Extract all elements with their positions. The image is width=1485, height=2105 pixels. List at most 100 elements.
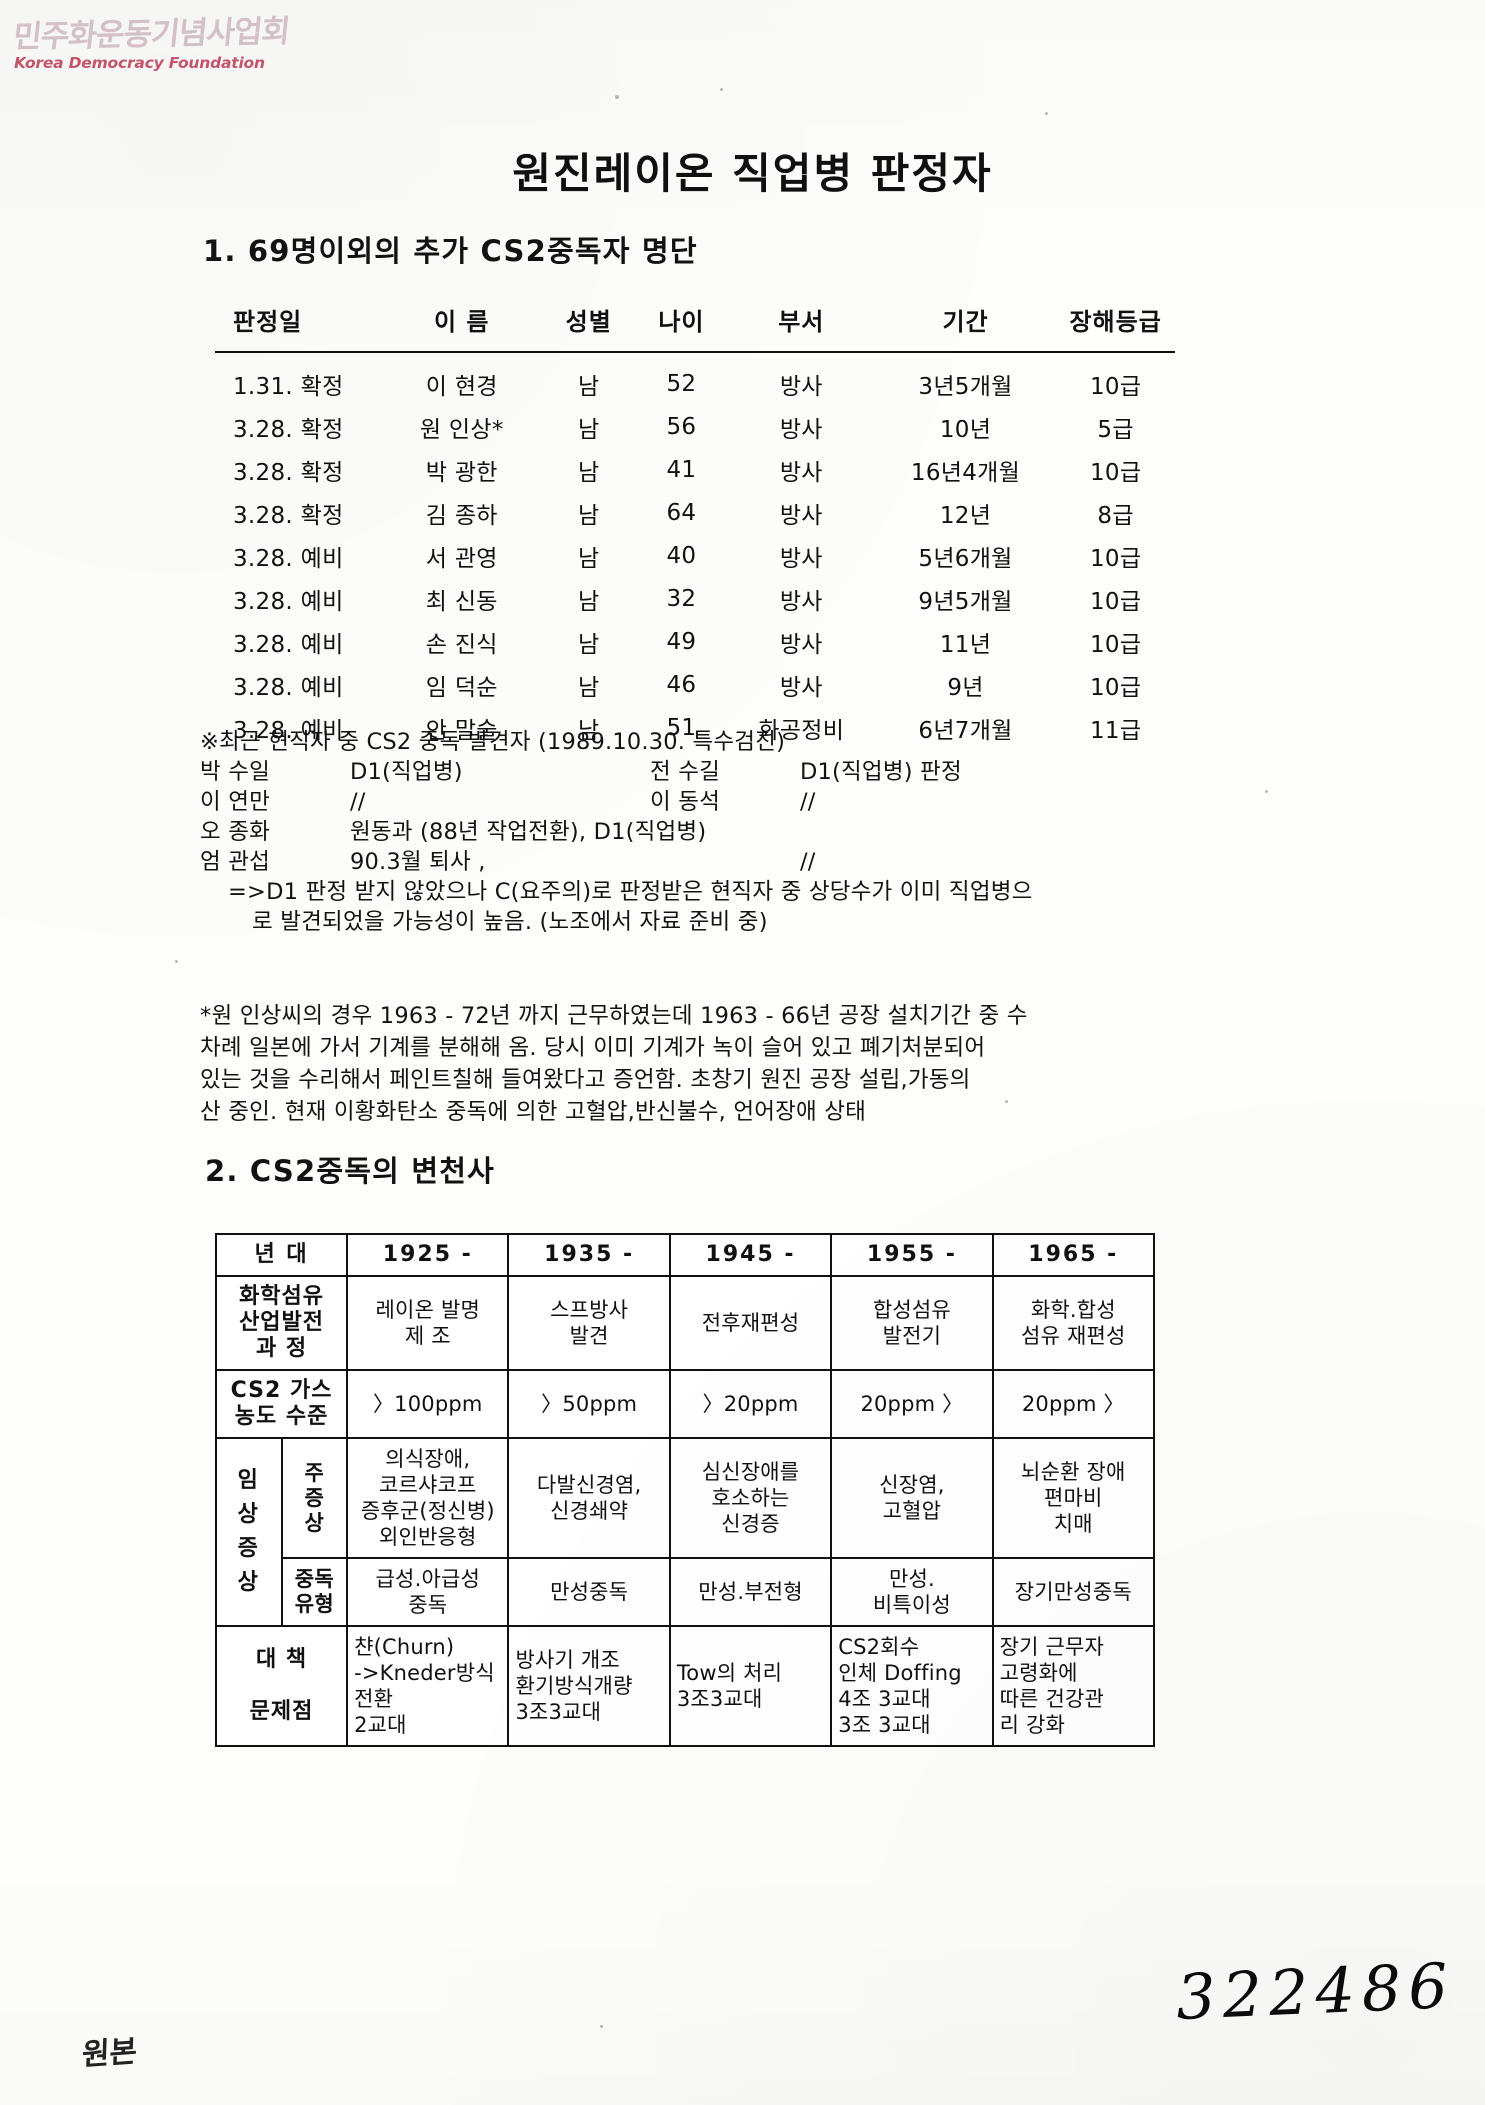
cell-name: 임 덕순: [425, 675, 498, 701]
recent-findings-note: ※최근 현직자 중 CS2 중독 발견자 (1989.10.30. 특수검진) …: [200, 727, 1360, 937]
cell-disability-grade: 10급: [1089, 546, 1142, 572]
cell-decision-date: 3.28. 확정: [233, 417, 344, 443]
note-left-value: D1(직업병): [350, 759, 463, 785]
cell-disability-grade: 10급: [1089, 675, 1142, 701]
table-header-row: 판정일 이 름 성별 나이 부서 기간 장해등급: [215, 300, 1175, 352]
cell-name: 김 종하: [425, 503, 498, 529]
cell-poisoning-type-1: 급성.아급성 중독: [346, 1557, 510, 1627]
header-era-text: 년 대: [254, 1242, 309, 1267]
row-group-label-clinical-symptoms-text: 임 상 증 상: [237, 1468, 260, 1595]
cell-department: 방사: [779, 503, 823, 529]
note-pair-row: 오 종화 원동과 (88년 작업전환), D1(직업병): [200, 817, 1360, 847]
section-2-heading: 2. CS2중독의 변천사: [205, 1154, 495, 1188]
header-decade-2: 1935 -: [507, 1233, 671, 1277]
note-conclusion-line-1: =>D1 판정 받지 않았으나 C(요주의)로 판정받은 현직자 중 상당수가 …: [228, 879, 1033, 905]
note-right-value: //: [800, 849, 816, 875]
cell-age: 41: [666, 457, 697, 483]
cell-disability-grade: 8급: [1097, 503, 1134, 529]
cell-name: 안 말술: [425, 718, 498, 744]
cell-cs2-concentration-5-text: 20ppm 〉: [1021, 1392, 1125, 1416]
history-row-main-symptoms: 임 상 증 상 주 증 상 의식장애, 코르샤코프 증후군(정신병) 외인반응형 다발…: [215, 1437, 1156, 1627]
row-label-industry-development: 화학섬유 산업발전 과 정: [214, 1275, 349, 1371]
cell-decision-date: 3.28. 예비: [233, 632, 344, 658]
cell-name: 최 신동: [425, 589, 498, 615]
cell-cs2-concentration-4: 20ppm 〉: [830, 1369, 994, 1439]
cell-cs2-concentration-1-text: 〉100ppm: [372, 1392, 483, 1416]
cell-name: 손 진식: [425, 632, 498, 658]
history-row-countermeasures: 대 책 문제점 챤(Churn) ->Kneder방식 전환 2교대 방사기 개조 …: [214, 1625, 1156, 1747]
row-label-poisoning-type: 중독 유형: [280, 1557, 349, 1627]
row-label-main-symptoms: 주 증 상: [280, 1437, 349, 1559]
table-row: 3.28. 예비 서 관영 남 40 방사 5년6개월 10급: [215, 535, 1175, 578]
cell-poisoning-type-2: 만성중독: [507, 1557, 671, 1627]
footnote-line-3: 있는 것을 수리해서 페인트칠해 들여왔다고 증언함. 초창기 원진 공장 설립…: [200, 1067, 971, 1093]
cell-sex: 남: [577, 417, 600, 443]
note-right-value: [800, 817, 1100, 847]
cell-industry-development-3-text: 전후재편성: [701, 1311, 800, 1335]
cell-department: 방사: [779, 546, 823, 572]
cell-age: 49: [666, 629, 697, 655]
note-left-value: //: [350, 789, 366, 815]
cell-decision-date: 3.28. 확정: [233, 503, 344, 529]
cell-department: 방사: [779, 632, 823, 658]
cell-poisoning-type-3-text: 만성.부전형: [698, 1580, 803, 1604]
scan-speck: [1045, 112, 1048, 115]
scan-speck: [1005, 1100, 1008, 1103]
header-decade-3-text: 1945 -: [705, 1242, 796, 1267]
note-right-name: [650, 817, 800, 847]
cell-cs2-concentration-1: 〉100ppm: [346, 1369, 510, 1439]
note-pair-row: 박 수일 D1(직업병) 전 수길 D1(직업병) 판정: [200, 757, 1360, 787]
cell-main-symptoms-4-text: 신장염, 고혈압: [879, 1473, 945, 1523]
cell-duration: 9년: [947, 675, 984, 701]
note-left-value: 원동과 (88년 작업전환), D1(직업병): [350, 819, 707, 845]
cell-industry-development-5-text: 화학.합성 섬유 재편성: [1021, 1298, 1126, 1348]
cell-decision-date: 3.28. 확정: [233, 460, 344, 486]
cell-industry-development-2: 스프방사 발견: [507, 1275, 671, 1371]
cell-decision-date: 3.28. 예비: [233, 718, 344, 744]
cell-sex: 남: [577, 546, 600, 572]
cell-decision-date: 1.31. 확정: [233, 374, 344, 400]
cell-poisoning-type-2-text: 만성중독: [550, 1580, 629, 1604]
footnote-line-1: *원 인상씨의 경우 1963 - 72년 까지 근무하였는데 1963 - 6…: [200, 1003, 1028, 1029]
scan-speck: [720, 88, 723, 91]
cell-poisoning-type-3: 만성.부전형: [668, 1557, 833, 1627]
cell-name: 원 인상*: [419, 417, 504, 443]
archive-stamp: 원본: [81, 2034, 138, 2074]
header-era: 년 대: [214, 1233, 349, 1277]
cell-countermeasures-5-text: 장기 근무자 고령화에 따른 건강관 리 강화: [999, 1635, 1105, 1737]
header-decade-1: 1925 -: [346, 1233, 510, 1277]
cell-sex: 남: [577, 374, 600, 400]
cell-main-symptoms-2: 다발신경염, 신경쇄약: [507, 1437, 671, 1559]
note-left-name: 박 수일: [200, 759, 271, 785]
cell-countermeasures-4: CS2회수 인체 Doffing 4조 3교대 3조 3교대: [830, 1625, 994, 1747]
row-label-countermeasures-text: 대 책 문제점: [249, 1647, 314, 1724]
column-header-decision-date: 판정일: [233, 308, 303, 336]
row-label-industry-development-text: 화학섬유 산업발전 과 정: [239, 1284, 325, 1361]
cell-sex: 남: [577, 589, 600, 615]
page-title: 원진레이온 직업병 판정자: [0, 140, 1485, 201]
cell-countermeasures-1: 챤(Churn) ->Kneder방식 전환 2교대: [346, 1625, 510, 1747]
row-label-cs2-concentration: CS2 가스 농도 수준: [214, 1369, 349, 1439]
table-row: 3.28. 예비 안 말술 남 51 화공정비 6년7개월 11급: [215, 707, 1175, 750]
cell-disability-grade: 10급: [1089, 589, 1142, 615]
cell-duration: 16년4개월: [910, 460, 1021, 486]
note-right-value: D1(직업병) 판정: [800, 759, 962, 785]
header-decade-2-text: 1935 -: [544, 1242, 635, 1267]
cell-department: 방사: [779, 417, 823, 443]
cell-disability-grade: 10급: [1089, 632, 1142, 658]
cell-industry-development-4-text: 합성섬유 발전기: [872, 1298, 951, 1348]
note-conclusion-line-2: 로 발견되었을 가능성이 높음. (노조에서 자료 준비 중): [252, 909, 768, 935]
cell-department: 방사: [779, 460, 823, 486]
row-group-label-clinical-symptoms: 임 상 증 상: [215, 1437, 283, 1627]
table-row: 3.28. 예비 임 덕순 남 46 방사 9년 10급: [215, 664, 1175, 707]
note-right-name: [650, 847, 800, 877]
cell-cs2-concentration-2-text: 〉50ppm: [541, 1392, 638, 1416]
header-decade-5: 1965 -: [991, 1233, 1156, 1277]
table-row: 1.31. 확정 이 현경 남 52 방사 3년5개월 10급: [215, 352, 1175, 406]
cell-industry-development-3: 전후재편성: [668, 1275, 833, 1371]
scan-speck: [175, 960, 178, 963]
cell-main-symptoms-3-text: 심신장애를 호소하는 신경증: [701, 1460, 800, 1536]
cell-sex: 남: [577, 632, 600, 658]
cell-department: 화공정비: [758, 718, 845, 744]
cell-industry-development-5: 화학.합성 섬유 재편성: [991, 1275, 1156, 1371]
